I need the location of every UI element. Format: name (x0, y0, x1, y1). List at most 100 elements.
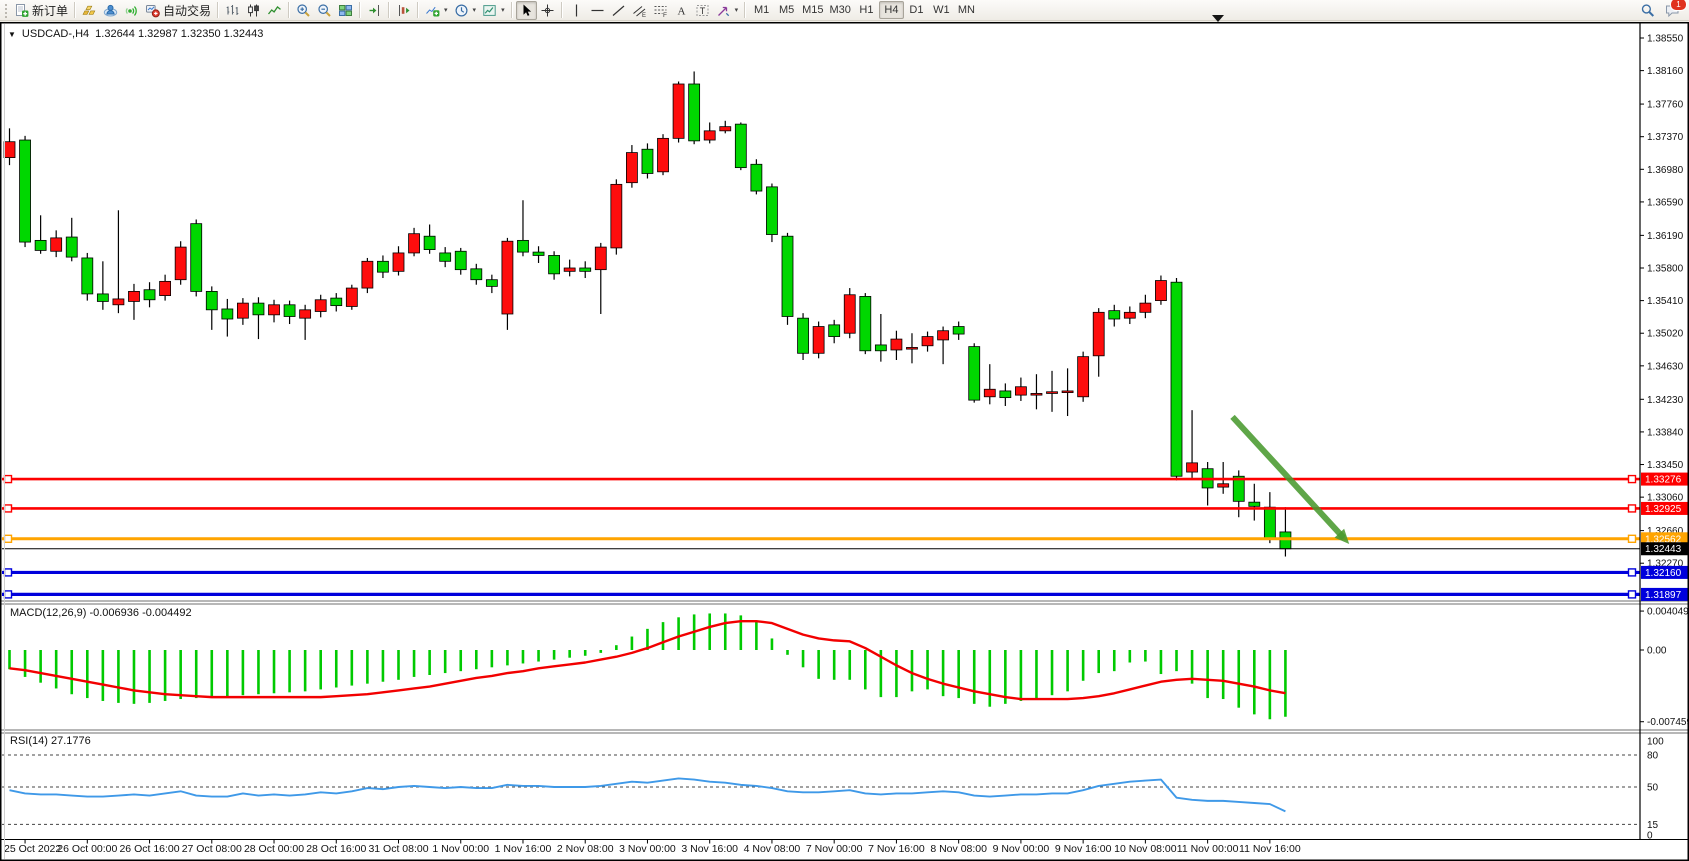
toolbar-button-text[interactable]: A (671, 1, 692, 20)
svg-text:50: 50 (1647, 783, 1659, 794)
new-order-icon (14, 3, 29, 18)
toolbar-separator (417, 2, 420, 18)
svg-text:F: F (663, 12, 667, 18)
chevron-down-icon[interactable]: ▾ (472, 7, 477, 14)
toolbar-button-chat[interactable]: 1 (1662, 0, 1687, 20)
toolbar-separator (560, 2, 563, 18)
svg-text:10 Nov 08:00: 10 Nov 08:00 (1114, 843, 1177, 855)
add-indicator-icon (425, 3, 440, 18)
svg-text:1.32925: 1.32925 (1645, 504, 1682, 515)
candle-chart-icon (246, 3, 261, 18)
toolbar-button-add-indicator[interactable]: ▾ (422, 1, 451, 20)
svg-text:1.36980: 1.36980 (1647, 165, 1684, 176)
crosshair-icon (540, 3, 555, 18)
svg-text:100: 100 (1647, 737, 1664, 748)
toolbar-button-new-order[interactable]: 新订单 (11, 1, 71, 20)
svg-text:4 Nov 08:00: 4 Nov 08:00 (744, 843, 801, 855)
cursor-icon (519, 3, 534, 18)
svg-text:28 Oct 00:00: 28 Oct 00:00 (244, 843, 304, 855)
chevron-down-icon[interactable]: ▾ (501, 7, 505, 14)
macd-indicator-label: MACD(12,26,9) -0.006936 -0.004492 (10, 607, 192, 619)
toolbar: 新订单 自动交易 ▾ ▾ ▾ E F A T ▾ M1 M5 M15 M30 H1 H4 D1 W1 MN 1 (0, 0, 1689, 21)
svg-text:27 Oct 08:00: 27 Oct 08:00 (182, 843, 242, 855)
toolbar-button-chart-shift[interactable] (364, 1, 385, 20)
community-icon (103, 3, 118, 18)
auto-scroll-icon (396, 3, 411, 18)
svg-text:1.32160: 1.32160 (1645, 568, 1682, 579)
chart-ohlc-readout: 1.32644 1.32987 1.32350 1.32443 (95, 28, 264, 40)
chevron-down-icon[interactable]: ▾ (444, 7, 448, 14)
svg-text:31 Oct 08:00: 31 Oct 08:00 (368, 843, 428, 855)
timeframe-button-h1[interactable]: H1 (859, 4, 874, 16)
toolbar-button-bar-chart[interactable] (222, 1, 243, 20)
chart-area[interactable]: 1.38550 1.38160 1.37760 1.37370 1.36980 1.365… (0, 22, 1689, 861)
chevron-down-icon[interactable]: ▾ (734, 7, 739, 14)
toolbar-separator (744, 2, 747, 18)
toolbar-button-gold[interactable] (79, 1, 100, 20)
timeframe-button-d1[interactable]: D1 (909, 4, 924, 16)
svg-text:11 Nov 16:00: 11 Nov 16:00 (1239, 843, 1301, 855)
timeframe-button-m5[interactable]: M5 (778, 4, 795, 16)
toolbar-button-vertical-line[interactable] (566, 1, 587, 20)
svg-text:1.33060: 1.33060 (1647, 493, 1684, 504)
svg-text:1.35020: 1.35020 (1647, 329, 1684, 340)
toolbar-button-zoom-out[interactable] (314, 1, 335, 20)
toolbar-button-text-label[interactable]: T (692, 1, 713, 20)
signals-icon (124, 3, 139, 18)
chart-shift-marker-icon[interactable] (1212, 15, 1224, 22)
toolbar-button-community[interactable] (100, 1, 121, 20)
arrow-annotation (1230, 414, 1347, 541)
rsi-indicator-label: RSI(14) 27.1776 (10, 735, 91, 747)
chart-window: 1.38550 1.38160 1.37760 1.37370 1.36980 1.365… (0, 22, 1689, 861)
toolbar-button-trend-line[interactable] (608, 1, 629, 20)
toolbar-button-fibonacci[interactable]: F (650, 1, 671, 20)
svg-text:28 Oct 16:00: 28 Oct 16:00 (306, 843, 366, 855)
toolbar-button-search[interactable] (1637, 1, 1658, 20)
svg-text:80: 80 (1647, 751, 1659, 762)
toolbar-button-candle-chart[interactable] (243, 1, 264, 20)
svg-text:26 Oct 00:00: 26 Oct 00:00 (57, 843, 117, 855)
toolbar-button-zoom-in[interactable] (293, 1, 314, 20)
toolbar-button-signals[interactable] (121, 1, 142, 20)
svg-text:1.37760: 1.37760 (1647, 100, 1684, 111)
timeframe-button-m30[interactable]: M30 (829, 4, 851, 16)
svg-text:1.33276: 1.33276 (1645, 475, 1682, 486)
collapse-icon[interactable]: ▼ (8, 29, 16, 39)
svg-text:1.34630: 1.34630 (1647, 361, 1684, 372)
toolbar-button-channel[interactable]: E (629, 1, 650, 20)
toolbar-button-line-chart[interactable] (264, 1, 285, 20)
svg-text:1.32270: 1.32270 (1647, 559, 1684, 570)
svg-text:3 Nov 16:00: 3 Nov 16:00 (681, 843, 738, 855)
toolbar-button-crosshair[interactable] (537, 1, 558, 20)
svg-text:1 Nov 16:00: 1 Nov 16:00 (495, 843, 552, 855)
toolbar-button-horizontal-line[interactable] (587, 1, 608, 20)
toolbar-button-auto-scroll[interactable] (393, 1, 414, 20)
toolbar-button-arrows[interactable]: ▾ (713, 1, 742, 20)
timeframe-button-w1[interactable]: W1 (933, 4, 950, 16)
macd-signal-line (9, 619, 1286, 701)
zoom-in-icon (296, 3, 311, 18)
trend-line-icon (611, 3, 626, 18)
toolbar-grip[interactable] (3, 2, 8, 18)
toolbar-separator (217, 2, 220, 18)
svg-text:1.38160: 1.38160 (1647, 66, 1684, 77)
channel-icon: E (632, 3, 647, 18)
svg-text:9 Nov 16:00: 9 Nov 16:00 (1055, 843, 1112, 855)
timeframe-button-m15[interactable]: M15 (802, 4, 824, 16)
toolbar-button-period[interactable]: ▾ (451, 1, 480, 20)
timeframe-button-mn[interactable]: MN (957, 4, 975, 16)
toolbar-button-tile-windows[interactable] (335, 1, 356, 20)
toolbar-button-cursor[interactable] (515, 0, 537, 20)
svg-text:1.32443: 1.32443 (1645, 544, 1682, 555)
toolbar-button-template[interactable]: ▾ (479, 1, 508, 20)
vertical-line-icon (569, 3, 584, 18)
svg-text:7 Nov 16:00: 7 Nov 16:00 (868, 843, 925, 855)
tile-windows-icon (338, 3, 353, 18)
timeframe-button-m1[interactable]: M1 (753, 4, 770, 16)
arrows-icon (716, 3, 731, 18)
svg-text:1.38550: 1.38550 (1647, 34, 1684, 45)
toolbar-button-autotrade[interactable]: 自动交易 (142, 1, 214, 20)
timeframe-button-h4[interactable]: H4 (878, 1, 904, 19)
svg-text:1.37370: 1.37370 (1647, 132, 1684, 143)
